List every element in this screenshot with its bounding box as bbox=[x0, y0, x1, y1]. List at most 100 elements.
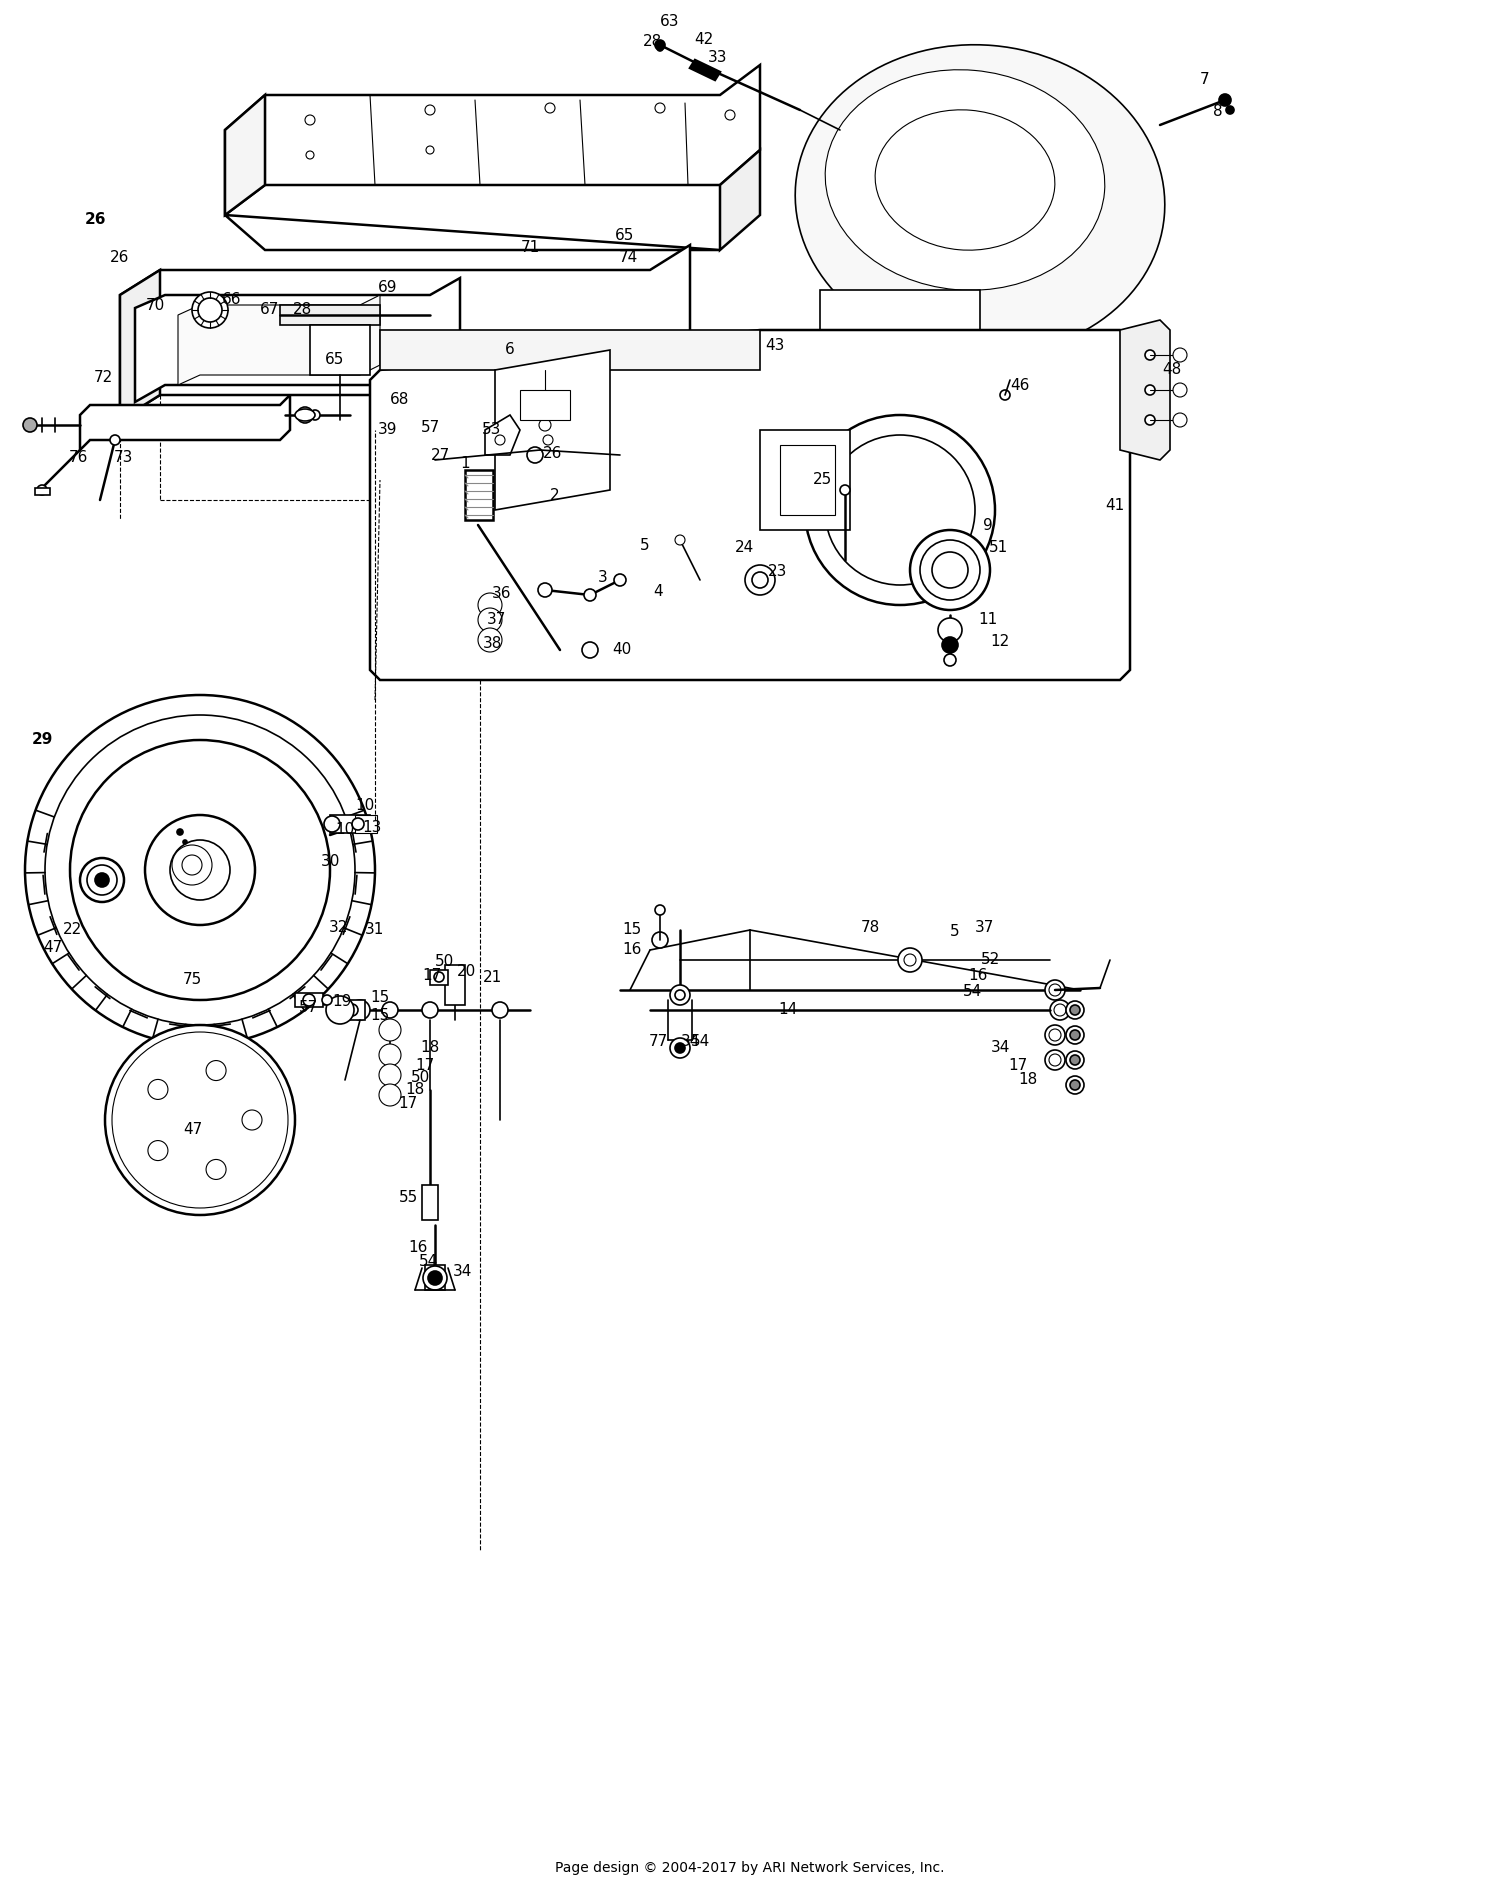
Circle shape bbox=[380, 1064, 400, 1086]
Polygon shape bbox=[380, 331, 760, 370]
Circle shape bbox=[752, 572, 768, 587]
Ellipse shape bbox=[795, 45, 1166, 355]
Polygon shape bbox=[370, 331, 1130, 680]
Circle shape bbox=[670, 1037, 690, 1058]
Circle shape bbox=[932, 552, 968, 587]
Circle shape bbox=[422, 1001, 438, 1018]
Circle shape bbox=[1226, 106, 1234, 113]
Text: 10: 10 bbox=[336, 822, 354, 837]
Text: 67: 67 bbox=[261, 302, 279, 317]
Circle shape bbox=[170, 841, 230, 899]
Circle shape bbox=[825, 434, 975, 586]
Circle shape bbox=[1048, 1054, 1060, 1065]
Circle shape bbox=[1176, 385, 1184, 395]
Text: 34: 34 bbox=[990, 1041, 1010, 1056]
Circle shape bbox=[584, 589, 596, 601]
Polygon shape bbox=[495, 349, 610, 510]
Circle shape bbox=[944, 654, 956, 667]
Text: 46: 46 bbox=[1011, 378, 1029, 393]
Text: 70: 70 bbox=[146, 297, 165, 312]
Circle shape bbox=[350, 999, 370, 1020]
Text: 14: 14 bbox=[778, 1003, 798, 1018]
Text: 36: 36 bbox=[492, 586, 512, 601]
Polygon shape bbox=[484, 416, 520, 455]
Circle shape bbox=[478, 608, 502, 633]
Text: 8: 8 bbox=[1214, 104, 1222, 119]
Text: 55: 55 bbox=[399, 1190, 417, 1205]
Polygon shape bbox=[225, 215, 720, 249]
Circle shape bbox=[1144, 349, 1155, 361]
Text: 19: 19 bbox=[333, 994, 351, 1009]
Circle shape bbox=[1050, 999, 1070, 1020]
Bar bbox=[760, 431, 850, 531]
Text: 63: 63 bbox=[660, 15, 680, 30]
Circle shape bbox=[380, 1045, 400, 1065]
Text: 5: 5 bbox=[640, 538, 650, 552]
Text: 53: 53 bbox=[483, 423, 501, 438]
Circle shape bbox=[538, 419, 550, 431]
Circle shape bbox=[543, 434, 554, 446]
Text: 75: 75 bbox=[183, 973, 201, 988]
Circle shape bbox=[94, 873, 110, 888]
Text: 22: 22 bbox=[63, 922, 82, 937]
Circle shape bbox=[148, 1079, 168, 1099]
Polygon shape bbox=[178, 295, 380, 385]
Text: 39: 39 bbox=[378, 423, 398, 438]
Ellipse shape bbox=[825, 70, 1106, 291]
Circle shape bbox=[478, 627, 502, 652]
Circle shape bbox=[652, 931, 668, 948]
Text: 16: 16 bbox=[408, 1241, 428, 1256]
Circle shape bbox=[146, 814, 255, 926]
Circle shape bbox=[310, 410, 320, 419]
Text: 50: 50 bbox=[435, 954, 454, 969]
Text: 12: 12 bbox=[990, 635, 1010, 650]
Circle shape bbox=[675, 535, 686, 546]
Circle shape bbox=[582, 642, 598, 657]
Circle shape bbox=[910, 531, 990, 610]
Text: 54: 54 bbox=[963, 984, 981, 999]
Polygon shape bbox=[120, 246, 690, 419]
Text: 15: 15 bbox=[370, 990, 390, 1005]
Bar bbox=[296, 994, 322, 1007]
Circle shape bbox=[670, 984, 690, 1005]
Text: 17: 17 bbox=[416, 1058, 435, 1073]
Text: 38: 38 bbox=[483, 635, 501, 650]
Bar bbox=[520, 389, 570, 419]
Text: 33: 33 bbox=[708, 51, 728, 66]
Circle shape bbox=[1070, 1005, 1080, 1014]
Circle shape bbox=[1046, 1026, 1065, 1045]
Text: 65: 65 bbox=[326, 353, 345, 368]
Text: 31: 31 bbox=[366, 922, 384, 937]
Circle shape bbox=[1070, 1054, 1080, 1065]
Circle shape bbox=[176, 1096, 225, 1145]
Circle shape bbox=[657, 45, 663, 51]
Polygon shape bbox=[1120, 319, 1170, 461]
Text: 54: 54 bbox=[690, 1035, 709, 1050]
Circle shape bbox=[352, 818, 364, 829]
Text: 18: 18 bbox=[420, 1041, 440, 1056]
Text: 69: 69 bbox=[378, 280, 398, 295]
Text: 30: 30 bbox=[321, 854, 339, 869]
Text: 28: 28 bbox=[292, 302, 312, 317]
Polygon shape bbox=[821, 291, 980, 331]
Circle shape bbox=[483, 614, 496, 627]
Circle shape bbox=[478, 593, 502, 618]
Circle shape bbox=[806, 416, 994, 604]
Polygon shape bbox=[310, 325, 370, 376]
Circle shape bbox=[1070, 1030, 1080, 1041]
Circle shape bbox=[724, 110, 735, 121]
Circle shape bbox=[1070, 1081, 1080, 1090]
Text: 25: 25 bbox=[813, 472, 831, 487]
Circle shape bbox=[70, 740, 330, 999]
Circle shape bbox=[1066, 1050, 1084, 1069]
Bar bbox=[424, 1266, 445, 1290]
Text: 4: 4 bbox=[652, 584, 663, 599]
Circle shape bbox=[675, 1043, 686, 1052]
Circle shape bbox=[148, 1141, 168, 1160]
Circle shape bbox=[483, 633, 496, 648]
Text: 74: 74 bbox=[618, 251, 638, 266]
Circle shape bbox=[87, 865, 117, 895]
Circle shape bbox=[938, 618, 962, 642]
Circle shape bbox=[110, 434, 120, 446]
Text: 37: 37 bbox=[488, 612, 507, 627]
